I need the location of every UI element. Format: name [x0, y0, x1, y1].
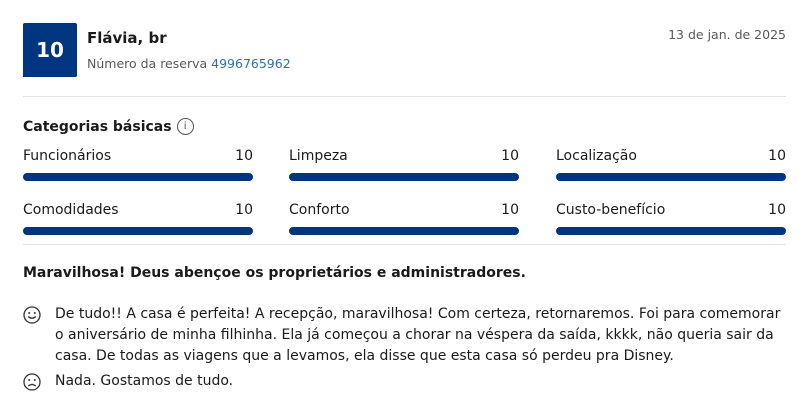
category-bar: [289, 227, 519, 235]
category-label: Localização: [556, 148, 637, 164]
category-value: 10: [501, 202, 519, 218]
category-bar: [556, 227, 786, 235]
category-bar: [289, 173, 519, 181]
category-cleanliness: Limpeza 10: [289, 148, 519, 181]
category-bar: [556, 173, 786, 181]
category-label: Limpeza: [289, 148, 348, 164]
review-card: 10 Flávia, br Número da reserva 49967659…: [23, 0, 786, 391]
smile-icon: [23, 306, 41, 324]
category-staff: Funcionários 10: [23, 148, 253, 181]
negative-comment: Nada. Gostamos de tudo.: [23, 371, 786, 392]
category-label: Funcionários: [23, 148, 112, 164]
negative-text: Nada. Gostamos de tudo.: [55, 373, 234, 389]
category-value: 10: [235, 202, 253, 218]
category-value: 10: [768, 148, 786, 164]
reviewer-name: Flávia, br: [87, 29, 167, 47]
category-value: 10: [768, 202, 786, 218]
category-comfort: Conforto 10: [289, 202, 519, 235]
category-location: Localização 10: [556, 148, 786, 181]
category-label: Custo-benefício: [556, 202, 666, 218]
category-value: 10: [501, 148, 519, 164]
category-label: Comodidades: [23, 202, 119, 218]
category-bar: [23, 173, 253, 181]
positive-text: De tudo!! A casa é perfeita! A recepção,…: [55, 306, 781, 364]
booking-number[interactable]: 4996765962: [211, 56, 291, 71]
category-bar: [23, 227, 253, 235]
category-facilities: Comodidades 10: [23, 202, 253, 235]
categories-title: Categorias básicas i: [23, 118, 194, 135]
category-value-for-money: Custo-benefício 10: [556, 202, 786, 235]
frown-icon: [23, 373, 41, 391]
review-date: 13 de jan. de 2025: [668, 27, 786, 42]
booking-label: Número da reserva: [87, 56, 208, 71]
review-title: Maravilhosa! Deus abençoe os proprietári…: [23, 265, 526, 281]
booking-info: Número da reserva 4996765962: [87, 56, 291, 71]
info-icon[interactable]: i: [176, 118, 194, 135]
category-label: Conforto: [289, 202, 350, 218]
categories-title-text: Categorias básicas: [23, 118, 172, 135]
category-value: 10: [235, 148, 253, 164]
review-header: 10 Flávia, br Número da reserva 49967659…: [23, 0, 786, 97]
divider: [23, 244, 786, 245]
positive-comment: De tudo!! A casa é perfeita! A recepção,…: [23, 304, 786, 367]
score-badge: 10: [23, 23, 77, 77]
